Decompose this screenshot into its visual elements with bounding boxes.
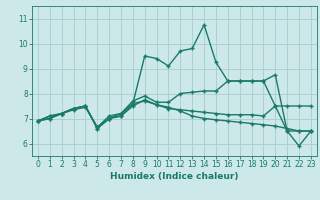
X-axis label: Humidex (Indice chaleur): Humidex (Indice chaleur) — [110, 172, 239, 181]
